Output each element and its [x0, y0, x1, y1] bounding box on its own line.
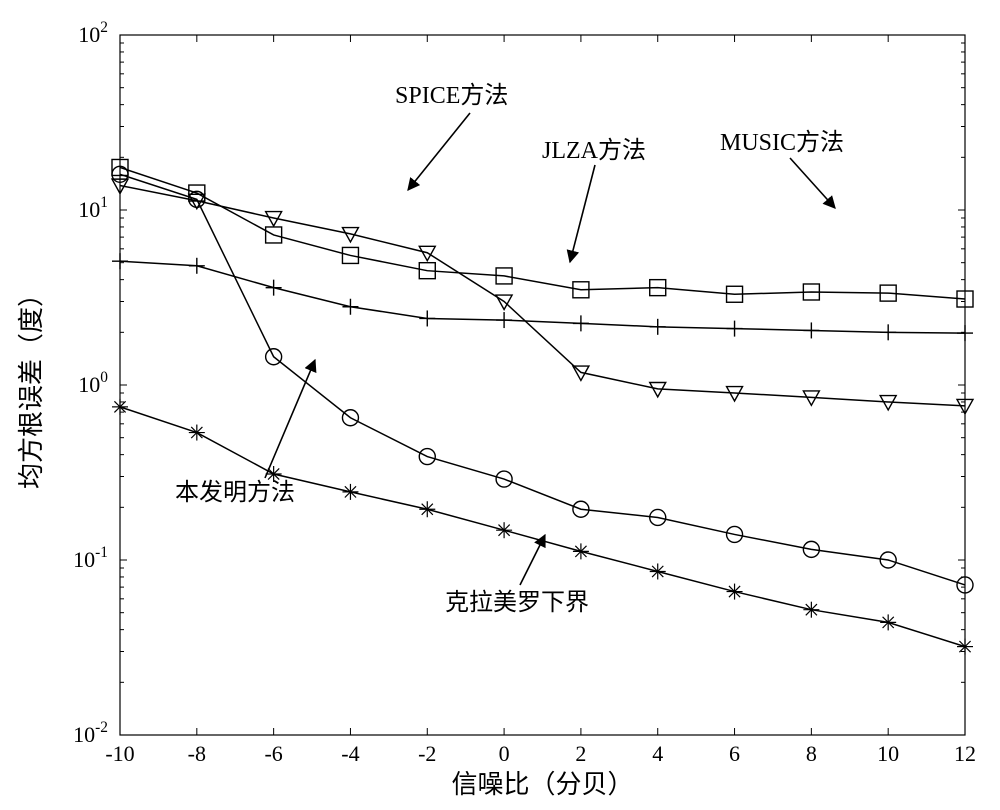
x-tick-label: -6: [264, 741, 282, 766]
y-tick-label: 102: [78, 19, 108, 47]
x-tick-label: 8: [806, 741, 817, 766]
x-tick-label: 2: [575, 741, 586, 766]
chart-container: -10 -8 -6 -4 -2 0 2 4 6 8 10 12 10-2 10-1 100 101 102 信噪比…: [0, 0, 1000, 810]
x-tick-label: 6: [729, 741, 740, 766]
annotation-arrow: [408, 113, 470, 190]
x-tick-label: 4: [652, 741, 663, 766]
x-tick-label: -4: [341, 741, 359, 766]
y-axis-label: 均方根误差（度）: [17, 281, 46, 489]
x-tick-label: -8: [188, 741, 206, 766]
x-axis-label: 信噪比（分贝）: [451, 770, 633, 799]
chart-svg: -10 -8 -6 -4 -2 0 2 4 6 8 10 12 10-2 10-1 100 101 102 信噪比…: [0, 0, 1000, 810]
annotation-label: 本发明方法: [175, 479, 295, 506]
series-SPICE方法: [112, 179, 973, 414]
y-tick-label: 101: [78, 194, 108, 222]
annotation-label: SPICE方法: [395, 82, 508, 109]
series-克拉美罗下界: [112, 399, 973, 655]
annotation-label: 克拉美罗下界: [445, 589, 589, 616]
annotation-arrow: [520, 535, 545, 585]
series-MUSIC方法: [112, 159, 973, 307]
series-本发明方法: [112, 166, 973, 593]
x-tick-label: 10: [877, 741, 899, 766]
annotation-label: JLZA方法: [542, 137, 646, 164]
y-tick-label: 100: [78, 369, 108, 397]
annotation-label: MUSIC方法: [720, 129, 844, 156]
annotation-arrow: [790, 158, 835, 208]
series-JLZA方法: [112, 253, 973, 341]
x-tick-label: 0: [499, 741, 510, 766]
y-tick-label: 10-1: [73, 544, 108, 572]
annotation-arrow: [570, 165, 595, 262]
annotation-arrow: [265, 360, 315, 478]
x-tick-label: 12: [954, 741, 976, 766]
y-tick-label: 10-2: [73, 719, 108, 747]
x-tick-label: -2: [418, 741, 436, 766]
x-tick-label: -10: [105, 741, 134, 766]
